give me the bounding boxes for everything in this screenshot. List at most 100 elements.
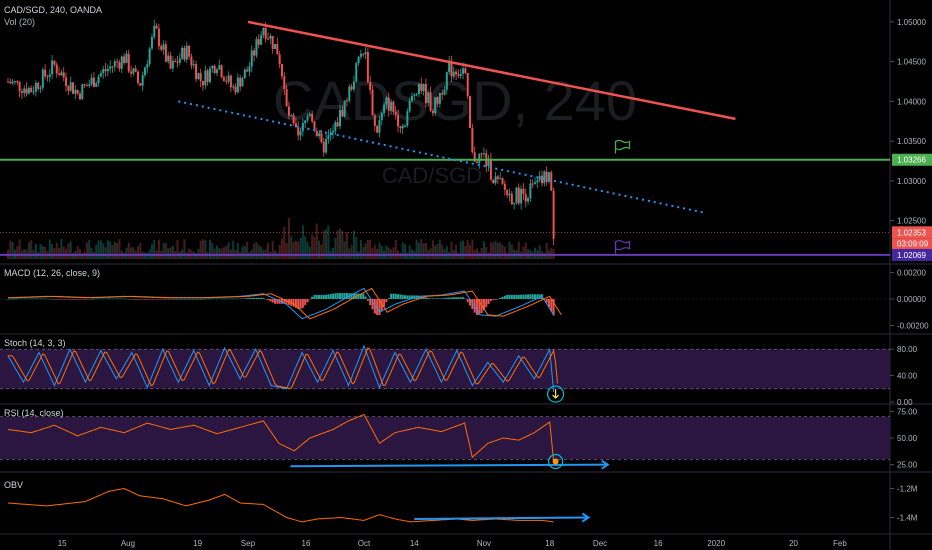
volume-bar: [90, 247, 93, 259]
macd-histogram-bar: [424, 297, 427, 299]
candle-body: [355, 63, 358, 82]
macd-histogram-bar: [222, 298, 225, 300]
macd-histogram-bar: [478, 299, 481, 316]
macd-histogram-bar: [137, 299, 140, 300]
macd-histogram-bar: [30, 298, 33, 300]
candle-body: [352, 81, 355, 90]
volume-bar: [197, 248, 200, 259]
candle-body: [143, 67, 146, 76]
obv-divergence-line[interactable]: [414, 516, 589, 520]
flag-markers[interactable]: [614, 139, 631, 254]
time-tick-label: 14: [410, 539, 419, 548]
macd-histogram-bar: [178, 299, 181, 300]
macd-histogram-bar: [197, 299, 200, 300]
macd-label: MACD (12, 26, close, 9): [4, 268, 100, 278]
purple-flag-icon[interactable]: [614, 240, 631, 251]
candle-body: [494, 176, 497, 184]
candle-body: [39, 87, 42, 89]
macd-histogram-bar: [492, 299, 495, 300]
macd-histogram-bar: [536, 294, 539, 299]
macd-histogram-bar: [385, 299, 388, 303]
candle-body: [162, 44, 165, 50]
time-tick-label: Aug: [121, 539, 135, 548]
candle-body: [339, 109, 342, 127]
macd-tick-label: 0.00000: [897, 295, 926, 304]
macd-histogram-bar: [350, 293, 353, 299]
volume-bar: [41, 246, 44, 259]
macd-histogram-bar: [92, 298, 95, 300]
price-scale[interactable]: 1.05000 1.04500 1.04000 1.03500 1.03000 1.025…: [890, 18, 932, 523]
rsi-divergence-line[interactable]: [290, 463, 608, 468]
time-scale[interactable]: 15 Aug 19 Sep 16 Oct 14 Nov 18 Dec 16 2020 20 Feb: [58, 539, 848, 548]
volume-bar: [385, 245, 388, 259]
macd-histogram-bar: [130, 299, 133, 300]
volume-bar: [301, 225, 304, 259]
macd-histogram-bar: [41, 298, 44, 300]
candle-body: [92, 77, 95, 87]
candle-body: [153, 25, 156, 37]
volume-bar: [482, 241, 485, 259]
macd-histogram-bar: [83, 299, 86, 300]
candle-body: [183, 47, 186, 60]
volume-bar: [106, 240, 109, 259]
stoch-pane: [0, 344, 890, 403]
candle-body: [487, 158, 490, 167]
candle-body: [81, 84, 84, 100]
obv-arrow-head-icon: [581, 512, 591, 523]
macd-histogram-bar: [390, 293, 393, 299]
macd-histogram-bar: [134, 299, 137, 300]
candle-body: [499, 178, 502, 180]
macd-histogram-bar: [167, 299, 170, 300]
candle-body: [297, 127, 300, 136]
green-flag-icon[interactable]: [614, 139, 631, 151]
macd-histogram-bar: [190, 299, 193, 300]
candle-body: [359, 53, 362, 57]
volume-bar: [387, 247, 390, 259]
candle-body: [373, 115, 376, 126]
macd-histogram-bar: [427, 298, 430, 299]
macd-histogram-bar: [311, 296, 314, 299]
macd-histogram-bar: [357, 293, 360, 299]
macd-histogram-bar: [283, 299, 286, 304]
resistance-trendline[interactable]: [247, 20, 736, 121]
macd-histogram-bar: [176, 299, 179, 300]
macd-histogram-bar: [162, 299, 165, 300]
candle-body: [72, 82, 75, 94]
candle-body: [90, 77, 93, 85]
volume-bar: [336, 230, 339, 259]
candle-body: [211, 65, 214, 69]
candle-body: [334, 122, 337, 131]
macd-histogram-bar: [269, 299, 272, 302]
macd-histogram-bar: [452, 297, 455, 299]
candle-body: [376, 125, 379, 133]
macd-histogram-bar: [185, 299, 188, 300]
macd-histogram-bar: [550, 299, 553, 312]
macd-histogram-bar: [318, 294, 321, 299]
volume-bar: [104, 247, 107, 259]
candle-body: [550, 172, 553, 191]
macd-histogram-bar: [104, 298, 107, 300]
volume-bar: [227, 242, 230, 259]
macd-histogram-bar: [429, 298, 432, 299]
macd-histogram-bar: [380, 299, 383, 311]
candle-body: [336, 122, 339, 127]
volume-bar: [550, 248, 553, 259]
candle-body: [181, 47, 184, 59]
volume-bar: [260, 246, 263, 259]
horizontal-levels[interactable]: [0, 158, 890, 256]
candle-body: [16, 81, 19, 83]
candle-body: [97, 76, 100, 84]
candle-body: [475, 161, 478, 164]
volume-bar: [88, 239, 91, 259]
macd-histogram-bar: [202, 298, 205, 300]
time-tick-label: Feb: [833, 539, 847, 548]
volume-bar: [543, 252, 546, 259]
macd-histogram-bar: [462, 297, 465, 299]
volume-bar: [116, 242, 119, 259]
volume-bar: [322, 230, 325, 259]
candle-body: [366, 52, 369, 82]
volume-bar: [11, 242, 14, 259]
macd-histogram-bar: [408, 295, 411, 299]
trendlines[interactable]: [178, 20, 736, 214]
